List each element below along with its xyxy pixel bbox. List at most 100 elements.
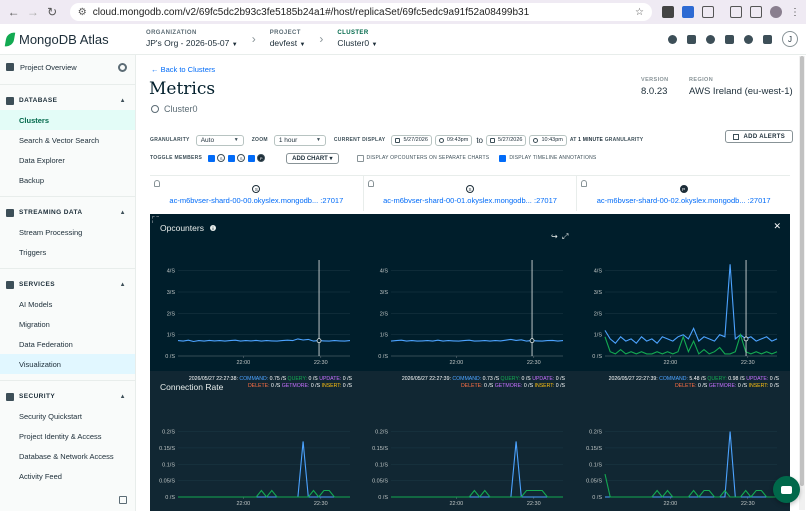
legend-timestamp: 2026/05/27 22:27:39:	[401, 376, 451, 382]
sidebar-item-label: Visualization	[19, 359, 61, 369]
opcounters-title-text: Opcounters	[160, 223, 204, 233]
chat-support-button[interactable]	[773, 476, 800, 503]
section-streaming-data[interactable]: STREAMING DATA ▲	[0, 203, 135, 222]
section-services[interactable]: SERVICES ▲	[0, 275, 135, 294]
host-link[interactable]: ac-m6bvser-shard-00-02.okyslex.mongodb..…	[596, 196, 771, 205]
site-settings-icon[interactable]: ⚙	[77, 6, 87, 18]
billing-icon[interactable]	[687, 34, 696, 44]
host-link[interactable]: ac-m6bvser-shard-00-00.okyslex.mongodb..…	[169, 196, 344, 205]
back-to-clusters-link[interactable]: ← Back to Clusters	[151, 65, 216, 74]
bell-icon[interactable]	[367, 180, 374, 187]
access-manager-icon[interactable]	[706, 34, 715, 44]
bell-icon[interactable]	[581, 180, 588, 187]
chart-panel-svg[interactable]: 0 /S 1/S 2/S 3/S 4/S 22:00 22:30	[577, 254, 789, 374]
member-2-checkbox[interactable]	[228, 154, 236, 162]
sidebar-item-ai-models[interactable]: AI Models	[0, 294, 135, 314]
start-date-input[interactable]: 5/27/2026	[391, 134, 432, 146]
chart-panel-svg[interactable]: 0 /S 0.05/S 0.1/S 0.15/S 0.2/S 22:00 22:30	[150, 419, 362, 511]
apps-grid-icon[interactable]	[763, 34, 772, 44]
section-security[interactable]: SECURITY ▲	[0, 387, 135, 406]
chart-panel-svg[interactable]: 0 /S 1/S 2/S 3/S 4/S 22:00 22:30	[150, 254, 362, 374]
back-arrow-icon[interactable]: ←	[7, 5, 20, 19]
y-tick-label: 4/S	[380, 269, 389, 275]
share-icon[interactable]: ↪	[551, 232, 558, 241]
member-3-checkbox[interactable]	[248, 154, 256, 162]
forward-arrow-icon[interactable]: →	[26, 5, 39, 19]
member-controls: TOGGLE MEMBERS S S P ADD CHART ▾ DISPLAY…	[150, 151, 606, 165]
extensions-puzzle-icon[interactable]	[702, 6, 714, 18]
version-label: VERSION	[641, 77, 669, 83]
reload-icon[interactable]: ↻	[47, 5, 58, 19]
address-bar[interactable]: ⚙ cloud.mongodb.com/v2/69fc5dc2b93c3fe51…	[69, 3, 652, 21]
zoom-select[interactable]: 1 hour ▼	[273, 134, 326, 146]
sidebar-item-clusters[interactable]: Clusters	[0, 110, 135, 130]
end-date-input[interactable]: 5/27/2026	[485, 134, 527, 146]
version-value: 8.0.23	[641, 86, 668, 97]
add-chart-button[interactable]: ADD CHART ▾	[286, 152, 339, 164]
separate-charts-checkbox[interactable]	[356, 154, 364, 162]
member-1-checkbox[interactable]	[208, 154, 216, 162]
extension-icon[interactable]	[662, 6, 674, 18]
logo-text: MongoDB Atlas	[19, 31, 109, 47]
granularity-select[interactable]: Auto ▼	[195, 134, 244, 146]
legend-key: COMMAND:	[452, 376, 482, 382]
sidebar-item-stream-processing[interactable]: Stream Processing	[0, 222, 135, 242]
section-database[interactable]: DATABASE ▲	[0, 91, 135, 110]
notifications-bell-icon[interactable]	[744, 34, 753, 44]
services-icon	[6, 280, 14, 289]
organization-selector[interactable]: ORGANIZATION JP's Org - 2026-05-07 ▼	[146, 30, 238, 48]
cluster-selector[interactable]: CLUSTER Cluster0 ▼	[337, 30, 377, 48]
chart-panel-svg[interactable]: 0 /S 0.05/S 0.1/S 0.15/S 0.2/S 22:00 22:30	[363, 419, 575, 511]
sidebar-item-activity-feed[interactable]: Activity Feed	[0, 466, 135, 486]
sidebar-item-security-quickstart[interactable]: Security Quickstart	[0, 406, 135, 426]
sidebar-item-label: Triggers	[19, 247, 47, 257]
sidebar-item-identity-access[interactable]: Project Identity & Access	[0, 426, 135, 446]
expand-icon[interactable]: ⤢	[562, 232, 569, 241]
invite-icon[interactable]	[725, 34, 734, 44]
timeline-annotations-label: DISPLAY TIMELINE ANNOTATIONS	[509, 155, 597, 161]
timeline-annotations-option[interactable]: DISPLAY TIMELINE ANNOTATIONS	[499, 154, 597, 162]
download-icon[interactable]	[730, 6, 742, 18]
add-alerts-button[interactable]: ADD ALERTS	[724, 130, 793, 143]
y-tick-label: 4/S	[594, 269, 603, 275]
profile-avatar-icon[interactable]	[770, 6, 782, 18]
start-time-input[interactable]: 09:43pm	[434, 134, 473, 146]
bell-icon[interactable]	[154, 180, 160, 187]
sidebar-item-data-federation[interactable]: Data Federation	[0, 334, 135, 354]
end-time-input[interactable]: 10:43pm	[529, 134, 567, 146]
info-icon[interactable]: i	[209, 225, 216, 231]
user-avatar[interactable]: J	[782, 31, 798, 47]
sidebar-item-backup[interactable]: Backup	[0, 170, 135, 190]
sidebar-item-visualization[interactable]: Visualization	[0, 354, 135, 374]
project-selector[interactable]: PROJECT devfest ▼	[270, 30, 306, 48]
legend-key: INSERT:	[321, 382, 342, 389]
sidebar-item-data-explorer[interactable]: Data Explorer	[0, 150, 135, 170]
chart-panel-svg[interactable]: 0 /S 1/S 2/S 3/S 4/S 22:00 22:30	[363, 254, 575, 374]
gear-icon[interactable]	[118, 62, 127, 72]
close-icon[interactable]: ✕	[773, 221, 781, 231]
browser-menu-icon[interactable]: ⋮	[790, 6, 800, 18]
scrollbar-thumb[interactable]	[800, 56, 804, 486]
timeline-annotations-checkbox[interactable]	[499, 154, 507, 162]
sidebar-item-search[interactable]: Search & Vector Search	[0, 130, 135, 150]
bookmark-star-icon[interactable]: ☆	[635, 6, 644, 18]
page-scrollbar[interactable]	[799, 56, 805, 510]
current-display-label: CURRENT DISPLAY	[333, 137, 386, 143]
sidebar-item-network-access[interactable]: Database & Network Access	[0, 446, 135, 466]
help-icon[interactable]	[668, 34, 677, 44]
collapse-sidebar-icon[interactable]	[119, 496, 127, 504]
sidebar-icon[interactable]	[750, 6, 762, 18]
separate-charts-option[interactable]: DISPLAY OPCOUNTERS ON SEPARATE CHARTS	[356, 154, 490, 162]
section-title: SERVICES	[19, 281, 55, 288]
legend-value: 0 /S	[555, 382, 565, 389]
host-link[interactable]: ac-m6bvser-shard-00-01.okyslex.mongodb..…	[383, 196, 557, 205]
chart-panel-svg[interactable]: 0 /S 0.05/S 0.1/S 0.15/S 0.2/S 22:00 22:30	[577, 419, 789, 511]
project-overview-link[interactable]: Project Overview	[0, 56, 135, 78]
sidebar-item-triggers[interactable]: Triggers	[0, 242, 135, 262]
extension-icon[interactable]	[682, 6, 694, 18]
legend-value: 0 /S	[698, 382, 708, 389]
drag-handle-icon[interactable]	[152, 216, 159, 223]
atlas-logo[interactable]: MongoDB Atlas	[0, 30, 136, 48]
sidebar-item-migration[interactable]: Migration	[0, 314, 135, 334]
x-tick-label: 22:30	[741, 501, 755, 507]
